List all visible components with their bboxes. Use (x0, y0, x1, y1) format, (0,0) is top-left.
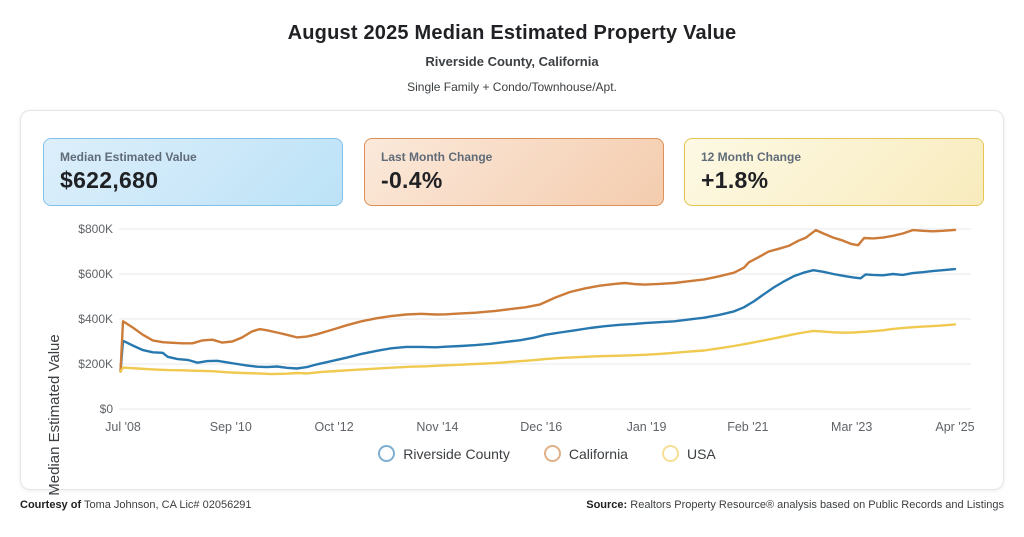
x-tick-label: Oct '12 (314, 420, 353, 434)
source-text: Source: Realtors Property Resource® anal… (586, 499, 1004, 511)
y-tick-label: $600K (78, 267, 113, 281)
legend-item-california[interactable]: California (543, 445, 628, 462)
legend-item-riverside-county[interactable]: Riverside County (378, 445, 510, 462)
x-tick-label: Feb '21 (727, 420, 768, 434)
y-tick-label: $400K (78, 312, 113, 326)
x-tick-label: Nov '14 (416, 420, 458, 434)
y-axis-title: Median Estimated Value (46, 334, 63, 496)
series-line-riverside-county[interactable] (119, 267, 957, 373)
property-types-subtitle: Single Family + Condo/Townhouse/Apt. (407, 80, 617, 94)
report-footer: Courtesy of Toma Johnson, CA Lic# 020562… (0, 499, 1024, 511)
median-value-card-label: Median Estimated Value (60, 150, 197, 164)
legend-item-usa[interactable]: USA (661, 445, 716, 462)
chart-area: Median Estimated Value $0 $200K $400K $600K… (21, 207, 1005, 496)
series-line-california[interactable] (119, 228, 957, 373)
twelve-month-change-card-label: 12 Month Change (701, 150, 802, 164)
x-tick-label: Jul '08 (105, 420, 141, 434)
last-month-change-card: Last Month Change -0.4% (364, 138, 664, 206)
median-value-card-value: $622,680 (60, 167, 159, 193)
legend-label-california: California (568, 445, 628, 462)
report-header: August 2025 Median Estimated Property Va… (0, 0, 1024, 94)
x-tick-label: Apr '25 (935, 420, 974, 434)
chart-legend: Riverside County California USA (119, 445, 975, 462)
courtesy-text: Courtesy of Toma Johnson, CA Lic# 020562… (20, 499, 252, 511)
series-line-usa[interactable] (119, 323, 957, 376)
y-tick-label: $0 (100, 402, 114, 416)
legend-label-riverside-county: Riverside County (403, 445, 510, 462)
x-tick-label: Dec '16 (520, 420, 562, 434)
usa-swatch-icon (661, 445, 679, 462)
riverside-county-swatch-icon (378, 445, 396, 462)
x-tick-label: Mar '23 (831, 420, 872, 434)
california-swatch-icon (543, 445, 561, 462)
page-title: August 2025 Median Estimated Property Va… (287, 22, 737, 44)
property-value-line-chart[interactable]: $0 $200K $400K $600K $800K Jul '08 Sep '10 Oct … (21, 207, 1005, 453)
last-month-change-card-value: -0.4% (381, 167, 443, 193)
last-month-change-card-label: Last Month Change (381, 150, 493, 164)
location-subtitle: Riverside County, California (425, 54, 599, 69)
x-tick-label: Sep '10 (210, 420, 252, 434)
twelve-month-change-card-value: +1.8% (701, 167, 769, 193)
y-tick-label: $800K (78, 222, 113, 236)
legend-label-usa: USA (686, 445, 716, 462)
y-tick-label: $200K (78, 357, 113, 371)
twelve-month-change-card: 12 Month Change +1.8% (684, 138, 984, 206)
median-value-card: Median Estimated Value $622,680 (43, 138, 343, 206)
chart-panel: Median Estimated Value $622,680 Last Mon… (20, 110, 1005, 496)
x-tick-label: Jan '19 (627, 420, 667, 434)
